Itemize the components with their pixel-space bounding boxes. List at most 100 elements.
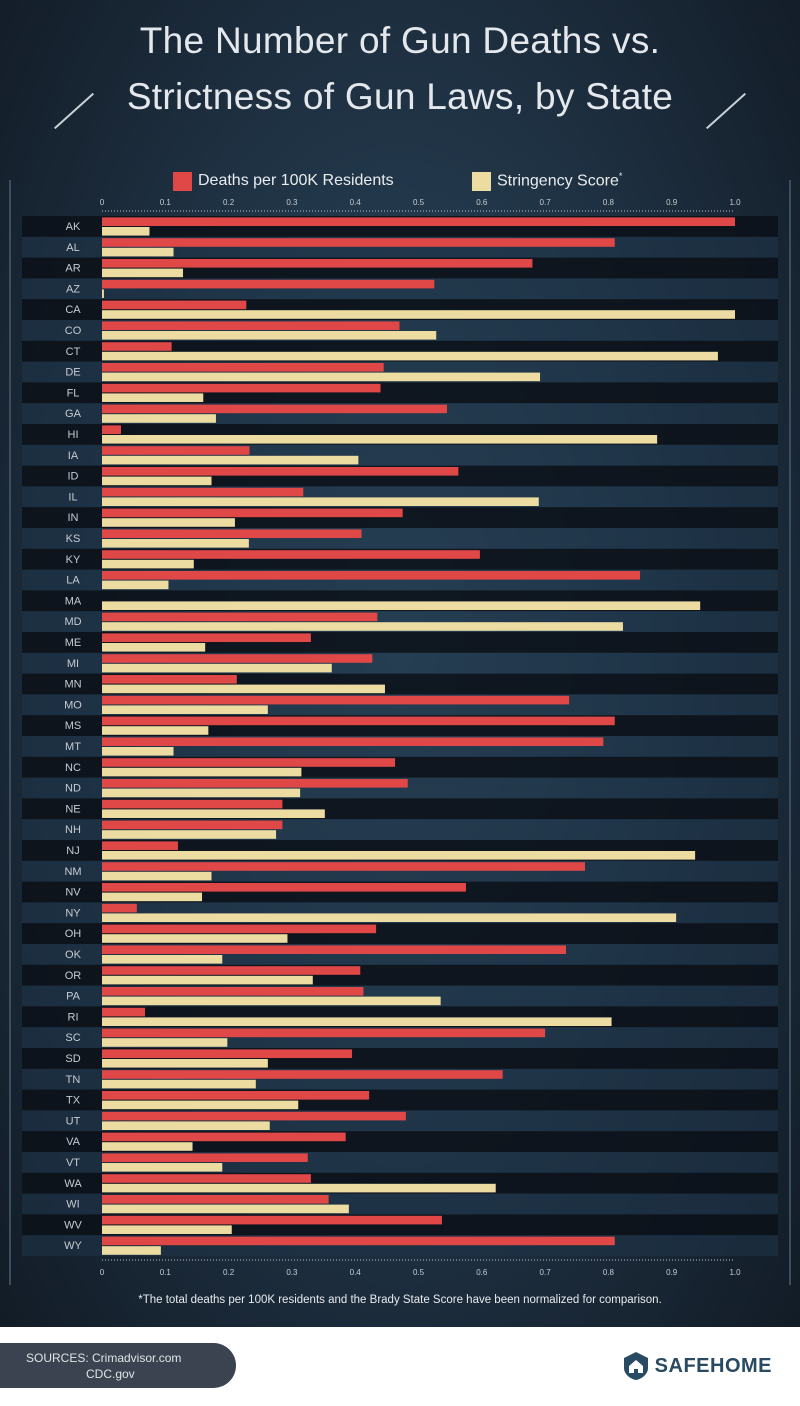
legend-swatch-stringency xyxy=(472,171,491,191)
state-label: NY xyxy=(65,907,81,919)
bar-chart: 0 0 0.1 0.1 0.2 0.2 0.3 0.3 0.4 0.4 0.5 0.5 0.6 0.6 0.… xyxy=(9,180,791,1285)
x-tick-label-bottom: 0.8 xyxy=(603,1268,615,1277)
stringency-bar xyxy=(102,268,184,278)
deaths-bar xyxy=(102,716,615,726)
stringency-bar xyxy=(102,310,735,319)
x-tick-label-bottom: 0 xyxy=(100,1268,105,1277)
deaths-bar xyxy=(102,404,447,414)
deaths-bar xyxy=(102,300,247,310)
x-tick-label-top: 0.3 xyxy=(286,198,298,207)
stringency-bar xyxy=(102,684,385,694)
x-tick-label-top: 1.0 xyxy=(729,198,741,207)
x-tick-label-bottom: 0.5 xyxy=(413,1268,425,1277)
deaths-bar xyxy=(102,1091,370,1100)
state-label: OR xyxy=(65,970,82,982)
state-label: NE xyxy=(65,803,80,815)
x-tick-label-bottom: 0.3 xyxy=(286,1268,298,1277)
stringency-bar xyxy=(102,227,150,236)
deaths-bar xyxy=(102,924,377,934)
deaths-bar xyxy=(102,1070,503,1079)
stringency-bar xyxy=(102,1183,496,1193)
state-label: MN xyxy=(64,679,81,691)
state-label: IA xyxy=(68,450,79,462)
legend-label-stringency-text: Stringency Score xyxy=(497,172,619,190)
deaths-bar xyxy=(102,467,459,476)
deaths-bar xyxy=(102,903,137,913)
deaths-bar xyxy=(102,675,237,684)
deaths-bar xyxy=(102,425,121,434)
deaths-bar xyxy=(102,966,361,975)
x-tick-label-bottom: 1.0 xyxy=(729,1268,741,1277)
deaths-bar xyxy=(102,1215,442,1225)
stringency-bar xyxy=(102,643,206,652)
deaths-bar xyxy=(102,321,400,330)
deaths-bar xyxy=(102,1007,146,1017)
state-label: VA xyxy=(66,1136,81,1148)
stringency-bar xyxy=(102,393,204,402)
legend-label-asterisk: * xyxy=(618,171,623,182)
state-label: DE xyxy=(65,367,80,379)
deaths-bar xyxy=(102,259,533,268)
state-label: TN xyxy=(66,1074,81,1086)
x-tick-label-bottom: 0.6 xyxy=(476,1268,488,1277)
deaths-bar xyxy=(102,820,283,830)
state-label: NM xyxy=(64,866,81,878)
deaths-bar xyxy=(102,841,178,850)
legend: Deaths per 100K Residents Stringency Sco… xyxy=(0,170,800,192)
deaths-bar xyxy=(102,508,403,518)
stringency-bar xyxy=(102,1246,161,1255)
deaths-bar xyxy=(102,737,604,746)
deaths-bar xyxy=(102,695,570,705)
sources-pill: SOURCES: Crimadvisor.com CDC.gov xyxy=(0,1343,236,1388)
stringency-bar xyxy=(102,414,216,423)
state-label: TX xyxy=(66,1095,81,1107)
state-label: RI xyxy=(68,1011,79,1023)
deaths-bar xyxy=(102,571,641,580)
stringency-bar xyxy=(102,663,332,673)
stringency-bar xyxy=(102,1017,612,1026)
stringency-bar xyxy=(102,705,268,714)
stringency-bar xyxy=(102,455,359,465)
stringency-bar xyxy=(102,913,677,922)
sources-line-1: SOURCES: Crimadvisor.com xyxy=(26,1351,182,1365)
state-label: GA xyxy=(65,408,82,420)
deaths-bar xyxy=(102,987,364,996)
brand-logo: SAFEHOME xyxy=(623,1351,772,1381)
state-label: WY xyxy=(64,1240,82,1252)
stringency-bar xyxy=(102,435,658,444)
legend-item-stringency: Stringency Score* xyxy=(472,170,622,192)
x-tick-label-bottom: 0.2 xyxy=(223,1268,235,1277)
deaths-bar xyxy=(102,487,304,497)
x-tick-label-bottom: 0.4 xyxy=(350,1268,362,1277)
stringency-bar xyxy=(102,892,203,902)
brand-name: SAFEHOME xyxy=(654,1354,772,1377)
deaths-bar xyxy=(102,363,384,372)
legend-label-stringency: Stringency Score* xyxy=(497,171,622,190)
stringency-bar xyxy=(102,955,223,964)
state-label: OK xyxy=(65,949,82,961)
title-block: The Number of Gun Deaths vs. Strictness … xyxy=(0,14,800,134)
deaths-bar xyxy=(102,1132,346,1142)
state-label: NC xyxy=(65,762,81,774)
stringency-bar xyxy=(102,1225,232,1234)
state-label: HI xyxy=(68,429,79,441)
deaths-bar xyxy=(102,945,566,954)
x-tick-label-top: 0.9 xyxy=(666,198,678,207)
state-label: UT xyxy=(66,1115,81,1127)
deaths-bar xyxy=(102,342,172,351)
state-label: KY xyxy=(66,554,81,566)
stringency-bar xyxy=(102,601,701,610)
stringency-bar xyxy=(102,497,539,506)
deaths-bar xyxy=(102,1049,353,1058)
x-tick-label-top: 0.2 xyxy=(223,198,235,207)
state-label: OH xyxy=(65,928,82,940)
deaths-bar xyxy=(102,238,615,247)
x-tick-label-top: 0.1 xyxy=(160,198,172,207)
state-label: IN xyxy=(68,512,79,524)
stringency-bar xyxy=(102,1204,349,1214)
stringency-bar xyxy=(102,539,249,548)
x-tick-label-top: 0.4 xyxy=(350,198,362,207)
stringency-bar xyxy=(102,809,325,818)
state-label: ID xyxy=(68,471,79,483)
deaths-bar xyxy=(102,1236,615,1246)
